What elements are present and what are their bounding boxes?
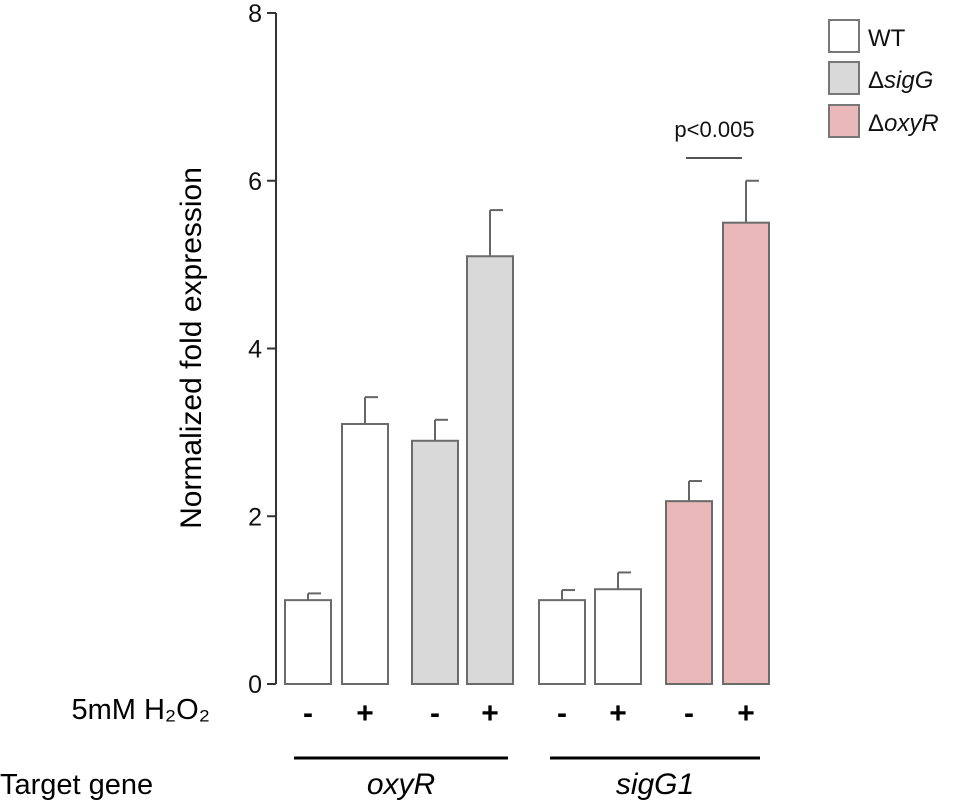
bar bbox=[341, 422, 389, 685]
legend-swatch bbox=[828, 19, 860, 53]
legend-delta: Δ bbox=[868, 110, 884, 137]
treatment-label: 5mM H₂O₂ bbox=[71, 694, 210, 726]
y-axis-title: Normalized fold expression bbox=[175, 167, 208, 529]
y-tick-label: 4 bbox=[248, 336, 262, 364]
treatment-sign: + bbox=[609, 697, 627, 730]
legend-name: oxyR bbox=[884, 110, 939, 137]
treatment-sign: - bbox=[684, 697, 694, 730]
legend-label: WT bbox=[868, 25, 906, 52]
bar bbox=[284, 599, 332, 685]
p-value-annotation: p<0.005 bbox=[674, 117, 754, 142]
bar bbox=[538, 599, 586, 685]
y-tick-label: 2 bbox=[248, 503, 262, 531]
target-gene-label: Target gene bbox=[0, 769, 153, 801]
y-tick-label: 0 bbox=[248, 671, 262, 699]
treatment-sign: + bbox=[481, 697, 499, 730]
legend-name: WT bbox=[868, 25, 906, 52]
y-tick-label: 6 bbox=[248, 168, 262, 196]
bar bbox=[722, 221, 770, 685]
legend-label: ΔsigG bbox=[868, 67, 933, 94]
treatment-sign: - bbox=[430, 697, 440, 730]
legend-delta: Δ bbox=[868, 67, 884, 94]
treatment-sign: - bbox=[303, 697, 313, 730]
treatment-sign: + bbox=[356, 697, 374, 730]
legend-label: ΔoxyR bbox=[868, 110, 939, 137]
treatment-sign: + bbox=[737, 697, 755, 730]
gene-label: sigG1 bbox=[616, 768, 694, 801]
legend-swatch bbox=[828, 104, 860, 138]
treatment-sign: - bbox=[557, 697, 567, 730]
bar bbox=[466, 255, 514, 685]
gene-label: oxyR bbox=[367, 768, 435, 801]
y-tick-label: 8 bbox=[248, 0, 262, 28]
bar bbox=[411, 439, 459, 686]
bar bbox=[594, 588, 642, 685]
legend-swatch bbox=[828, 61, 860, 95]
bar bbox=[665, 500, 713, 685]
legend-name: sigG bbox=[884, 67, 933, 94]
